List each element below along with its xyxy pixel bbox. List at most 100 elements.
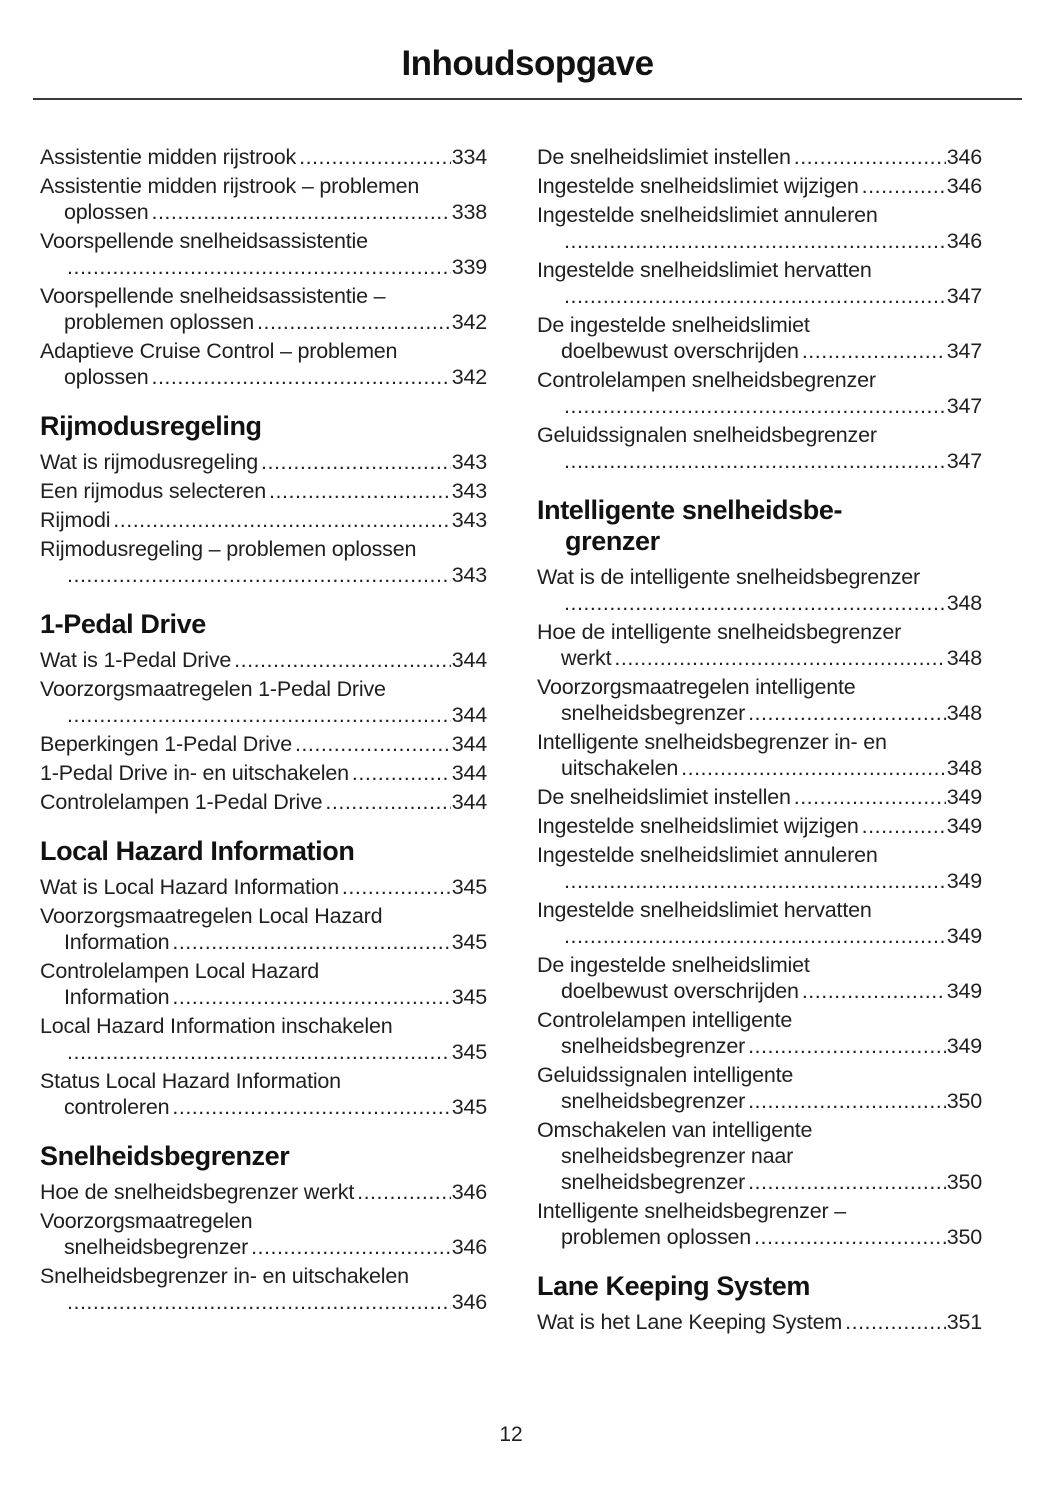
- toc-line: De ingestelde snelheidslimiet: [537, 312, 982, 338]
- toc-entry-text: Ingestelde snelheidslimiet hervatten: [537, 258, 872, 282]
- toc-entry: Local Hazard Information inschakelen 345: [40, 1013, 487, 1065]
- toc-entry-text: 1-Pedal Drive in- en uitschakelen: [40, 761, 349, 785]
- dot-leader: [67, 1289, 451, 1315]
- toc-entry-text: Ingestelde snelheidslimiet wijzigen: [537, 174, 859, 198]
- dot-leader: [748, 1088, 946, 1114]
- toc-line: 346: [537, 228, 982, 254]
- toc-section: Rijmodusregeling Wat is rijmodusregeling 3…: [40, 411, 487, 588]
- toc-entry: Controlelampen intelligente snelheidsbegr…: [537, 1007, 982, 1059]
- dot-leader: [564, 393, 946, 419]
- toc-line: oplossen 338: [40, 199, 487, 225]
- toc-line: problemen oplossen 350: [537, 1224, 982, 1250]
- toc-line: Controlelampen Local Hazard: [40, 958, 487, 984]
- toc-entry-page: 349: [946, 869, 982, 893]
- toc-entry-text: snelheidsbegrenzer naar: [561, 1144, 794, 1168]
- toc-entry-page: 346: [946, 229, 982, 253]
- toc-entry-text: Voorzorgsmaatregelen: [40, 1209, 253, 1233]
- toc-entry-text: Voorzorgsmaatregelen 1-Pedal Drive: [40, 677, 386, 701]
- toc-line: De snelheidslimiet instellen 346: [537, 144, 982, 170]
- toc-entry: Beperkingen 1-Pedal Drive 344: [40, 731, 487, 757]
- toc-line: Assistentie midden rijstrook 334: [40, 144, 487, 170]
- manual-toc-page: Inhoudsopgave Assistentie midden rijstro…: [0, 45, 1055, 1446]
- toc-entry-text: snelheidsbegrenzer: [561, 1034, 746, 1058]
- toc-entry-text: Geluidssignalen snelheidsbegrenzer: [537, 423, 877, 447]
- toc-entry-text: Ingestelde snelheidslimiet hervatten: [537, 898, 872, 922]
- toc-line: Local Hazard Information inschakelen: [40, 1013, 487, 1039]
- dot-leader: [151, 364, 450, 390]
- dot-leader: [357, 1179, 451, 1205]
- section-heading: Intelligente snelheidsbe-grenzer: [537, 495, 982, 557]
- dot-leader: [325, 789, 450, 815]
- toc-line: 343: [40, 562, 487, 588]
- toc-entry-page: 348: [946, 701, 982, 725]
- toc-entry: De snelheidslimiet instellen 346: [537, 144, 982, 170]
- toc-line: Ingestelde snelheidslimiet wijzigen 346: [537, 173, 982, 199]
- toc-line: Information 345: [40, 984, 487, 1010]
- toc-entry-page: 349: [946, 924, 982, 948]
- toc-line: 339: [40, 254, 487, 280]
- toc-entry-page: 345: [451, 930, 487, 954]
- dot-leader: [151, 199, 450, 225]
- dot-leader: [564, 868, 946, 894]
- toc-entry: Wat is 1-Pedal Drive 344: [40, 647, 487, 673]
- toc-line: 348: [537, 590, 982, 616]
- section-heading-line: grenzer: [565, 526, 660, 556]
- toc-entry-text: Wat is het Lane Keeping System: [537, 1310, 843, 1334]
- toc-entry: Ingestelde snelheidslimiet annuleren 346: [537, 202, 982, 254]
- dot-leader: [564, 283, 946, 309]
- toc-entry-page: 334: [451, 145, 487, 169]
- dot-leader: [295, 731, 451, 757]
- toc-line: snelheidsbegrenzer 348: [537, 700, 982, 726]
- toc-entry: De ingestelde snelheidslimiet doelbewust …: [537, 952, 982, 1004]
- toc-entry-text: Controlelampen intelligente: [537, 1008, 793, 1032]
- toc-entry-text: oplossen: [64, 365, 149, 389]
- toc-entry-page: 347: [946, 339, 982, 363]
- toc-line: Voorspellende snelheidsassistentie –: [40, 283, 487, 309]
- toc-entry-page: 344: [451, 732, 487, 756]
- dot-leader: [67, 562, 451, 588]
- toc-line: Controlelampen snelheidsbegrenzer: [537, 367, 982, 393]
- toc-entry-text: Rijmodi: [40, 508, 111, 532]
- toc-entry-page: 343: [451, 508, 487, 532]
- toc-entry: Ingestelde snelheidslimiet annuleren 349: [537, 842, 982, 894]
- toc-entry-page: 346: [451, 1235, 487, 1259]
- toc-entry-text: Status Local Hazard Information: [40, 1069, 341, 1093]
- toc-line: 345: [40, 1039, 487, 1065]
- toc-line: Ingestelde snelheidslimiet hervatten: [537, 897, 982, 923]
- dot-leader: [564, 228, 946, 254]
- dot-leader: [754, 1224, 946, 1250]
- toc-entry-text: De snelheidslimiet instellen: [537, 145, 791, 169]
- toc-entry-text: Voorspellende snelheidsassistentie –: [40, 284, 386, 308]
- toc-entry-text: Ingestelde snelheidslimiet wijzigen: [537, 814, 859, 838]
- toc-line: Een rijmodus selecteren 343: [40, 478, 487, 504]
- dot-leader: [67, 1039, 451, 1065]
- toc-section: Snelheidsbegrenzer Hoe de snelheidsbegren…: [40, 1141, 487, 1315]
- toc-column-right: De snelheidslimiet instellen346Ingesteld…: [537, 144, 982, 1338]
- toc-entry: Omschakelen van intelligente snelheidsbeg…: [537, 1117, 982, 1195]
- dot-leader: [862, 173, 946, 199]
- toc-line: Wat is 1-Pedal Drive 344: [40, 647, 487, 673]
- toc-entry: Controlelampen 1-Pedal Drive 344: [40, 789, 487, 815]
- toc-section: Assistentie midden rijstrook334 Assistent…: [40, 144, 487, 390]
- toc-entry-page: 346: [451, 1180, 487, 1204]
- section-heading: 1-Pedal Drive: [40, 609, 487, 640]
- toc-entry-text: Controlelampen snelheidsbegrenzer: [537, 368, 876, 392]
- toc-entry-page: 349: [946, 785, 982, 809]
- section-heading-line: Rijmodusregeling: [40, 411, 262, 441]
- dot-leader: [748, 700, 946, 726]
- dot-leader: [564, 590, 946, 616]
- toc-line: Rijmodusregeling – problemen oplossen: [40, 536, 487, 562]
- toc-entry-text: Hoe de snelheidsbegrenzer werkt: [40, 1180, 355, 1204]
- toc-entry-text: De ingestelde snelheidslimiet: [537, 953, 810, 977]
- toc-entry-page: 349: [946, 979, 982, 1003]
- toc-line: Intelligente snelheidsbegrenzer –: [537, 1198, 982, 1224]
- toc-entry-page: 344: [451, 761, 487, 785]
- toc-entry: Geluidssignalen snelheidsbegrenzer 347: [537, 422, 982, 474]
- toc-entry: Controlelampen snelheidsbegrenzer 347: [537, 367, 982, 419]
- toc-entry-text: Omschakelen van intelligente: [537, 1118, 813, 1142]
- toc-entry-page: 344: [451, 790, 487, 814]
- toc-entry: Assistentie midden rijstrook – problemen…: [40, 173, 487, 225]
- toc-entry-page: 349: [946, 814, 982, 838]
